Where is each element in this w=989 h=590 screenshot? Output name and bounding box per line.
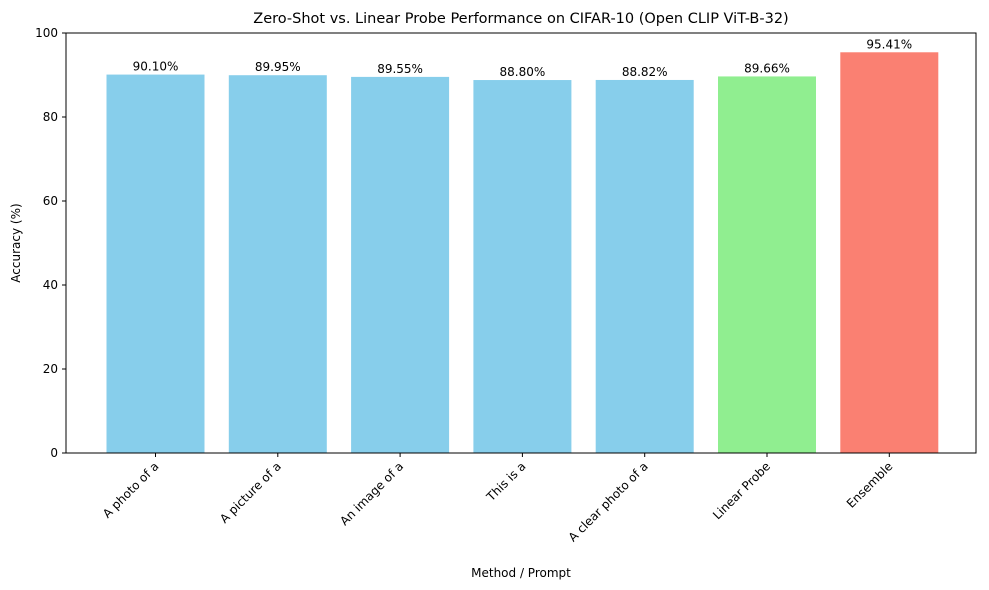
x-tick-label: A picture of a bbox=[217, 459, 284, 526]
x-tick-label: Linear Probe bbox=[710, 459, 773, 522]
bar-value-label: 95.41% bbox=[866, 37, 912, 51]
x-axis-label: Method / Prompt bbox=[471, 566, 571, 580]
y-tick-label: 20 bbox=[43, 362, 58, 376]
x-tick-label: A photo of a bbox=[100, 459, 162, 521]
bar-value-label: 88.82% bbox=[622, 65, 668, 79]
plot-frame bbox=[65, 32, 977, 454]
bar bbox=[228, 75, 327, 454]
bar bbox=[473, 80, 572, 453]
bar bbox=[351, 76, 450, 453]
y-axis-label: Accuracy (%) bbox=[9, 203, 23, 282]
y-tick-label: 40 bbox=[43, 278, 58, 292]
bar-value-label: 90.10% bbox=[133, 60, 179, 74]
bar-value-label: 89.55% bbox=[377, 62, 423, 76]
y-axis: 0 20 40 60 80 100 bbox=[35, 26, 66, 460]
bar-value-label: 88.80% bbox=[500, 65, 546, 79]
bar bbox=[718, 76, 816, 454]
bar bbox=[595, 79, 694, 454]
bar-value-label: 89.95% bbox=[255, 60, 301, 74]
x-tick-label: Ensemble bbox=[844, 459, 896, 511]
y-tick-label: 60 bbox=[43, 194, 58, 208]
chart-title: Zero-Shot vs. Linear Probe Performance o… bbox=[253, 11, 788, 27]
bar bbox=[840, 52, 939, 453]
value-labels-group: 90.10% 89.95% 89.55% 88.80% 88.82% 89.66% 95.4… bbox=[133, 37, 913, 79]
x-tick-label: An image of a bbox=[337, 459, 406, 528]
y-tick-label: 80 bbox=[43, 110, 58, 124]
y-tick-label: 0 bbox=[50, 446, 58, 460]
x-tick-label: This is a bbox=[483, 459, 528, 504]
bars-group bbox=[106, 52, 939, 454]
bar bbox=[106, 74, 205, 453]
x-axis: A photo of a A picture of a An image of a T… bbox=[100, 453, 895, 545]
bar-value-label: 89.66% bbox=[744, 61, 790, 75]
y-tick-label: 100 bbox=[35, 26, 58, 40]
x-tick-label: A clear photo of a bbox=[566, 459, 651, 544]
